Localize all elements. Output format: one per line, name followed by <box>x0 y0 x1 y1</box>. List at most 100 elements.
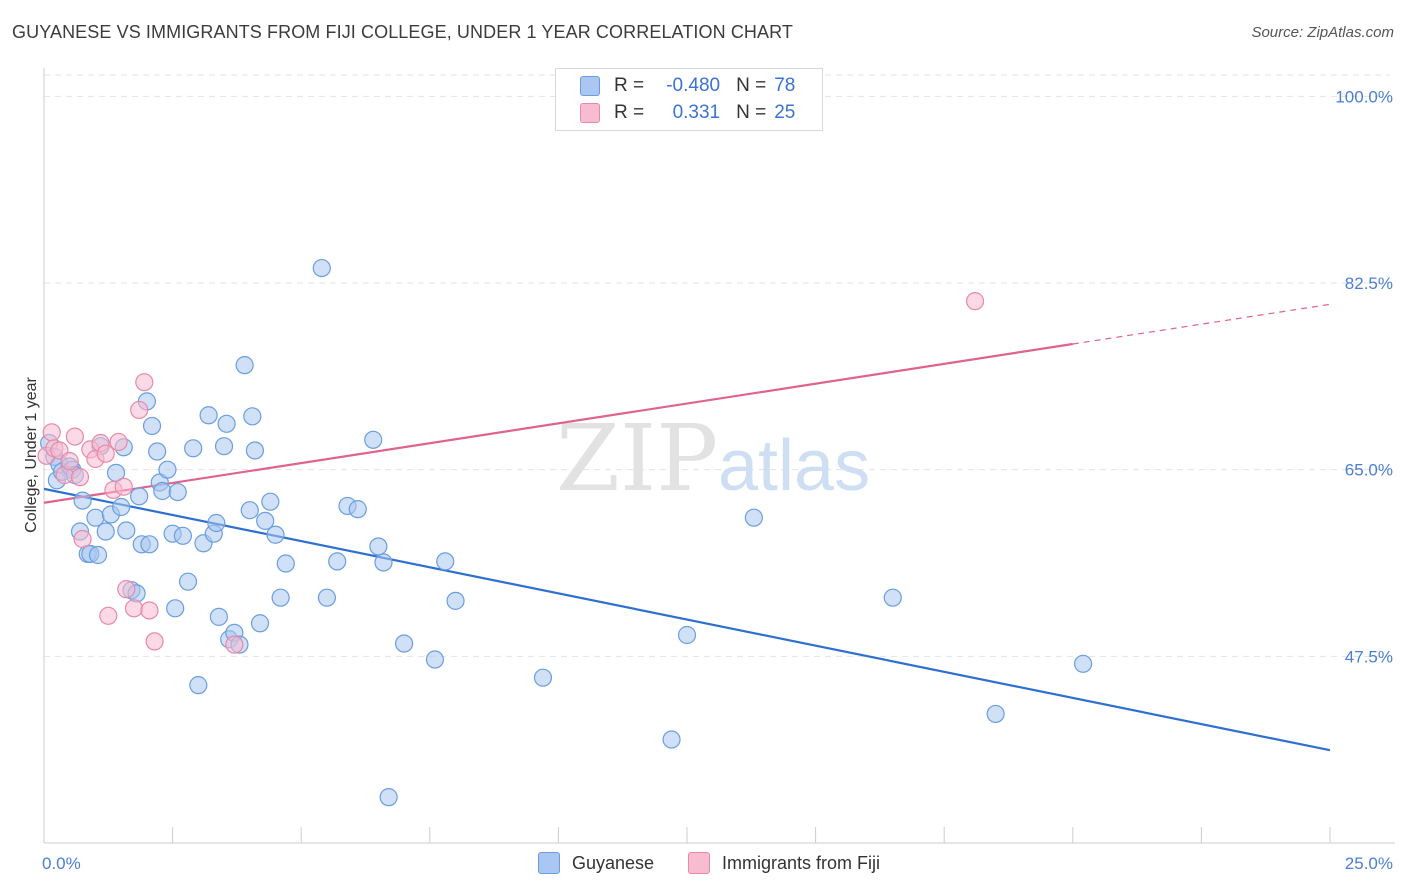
chart-title: GUYANESE VS IMMIGRANTS FROM FIJI COLLEGE… <box>12 22 793 42</box>
x-tick-label: 25.0% <box>1345 854 1393 873</box>
point-guyanese <box>73 491 92 510</box>
point-fiji <box>965 292 985 311</box>
legend-swatch-fiji <box>580 103 600 123</box>
point-guyanese <box>142 416 162 436</box>
point-fiji <box>109 432 128 452</box>
y-axis-label: College, Under 1 year <box>23 377 40 533</box>
point-guyanese <box>88 545 108 565</box>
legend-label-guyanese: Guyanese <box>572 852 655 873</box>
point-guyanese <box>533 668 553 687</box>
stats-legend: R = -0.480 N = 78 R = 0.331 N = 25 <box>555 68 823 131</box>
point-guyanese <box>379 788 398 807</box>
point-guyanese <box>883 588 902 607</box>
point-fiji <box>60 452 79 471</box>
legend-label-fiji: Immigrants from Fiji <box>722 852 881 873</box>
watermark: ZIP atlas <box>556 405 870 512</box>
point-fiji <box>99 606 118 625</box>
point-guyanese <box>328 552 347 571</box>
point-guyanese <box>364 430 383 449</box>
watermark-zip: ZIP <box>556 405 718 512</box>
point-guyanese <box>184 439 203 458</box>
r-label: R = <box>614 75 645 96</box>
point-fiji <box>96 444 115 463</box>
legend-swatch-fiji <box>688 852 710 874</box>
legend-item-fiji[interactable]: Immigrants from Fiji <box>688 852 880 874</box>
point-guyanese <box>168 482 187 502</box>
point-guyanese <box>199 406 218 425</box>
point-fiji <box>65 427 84 446</box>
point-guyanese <box>1073 654 1093 673</box>
point-guyanese <box>348 500 367 519</box>
y-tick-label: 65.0% <box>1345 461 1393 480</box>
stats-row-guyanese: R = -0.480 N = 78 <box>580 74 795 98</box>
point-guyanese <box>240 501 259 520</box>
point-guyanese <box>214 437 234 456</box>
point-guyanese <box>96 522 115 541</box>
point-guyanese <box>130 487 149 506</box>
point-guyanese <box>425 650 445 669</box>
legend-item-guyanese[interactable]: Guyanese <box>538 852 654 874</box>
point-fiji <box>70 468 90 487</box>
x-tick-label: 0.0% <box>42 854 81 873</box>
point-guyanese <box>374 553 393 572</box>
point-guyanese <box>173 526 192 545</box>
point-guyanese <box>153 481 172 501</box>
point-guyanese <box>369 537 388 556</box>
point-guyanese <box>158 460 177 479</box>
trend-lines <box>43 303 1331 752</box>
data-points <box>37 258 1093 807</box>
r-label: R = <box>614 102 645 123</box>
point-fiji <box>225 635 244 654</box>
trendline-fiji <box>43 342 1073 504</box>
point-guyanese <box>217 414 236 433</box>
point-guyanese <box>276 554 295 573</box>
point-guyanese <box>677 625 697 645</box>
point-guyanese <box>256 511 275 530</box>
watermark-atlas: atlas <box>718 426 870 506</box>
n-value: 25 <box>774 102 796 123</box>
point-guyanese <box>436 552 455 571</box>
point-guyanese <box>662 730 681 749</box>
r-value: 0.331 <box>672 102 721 123</box>
point-guyanese <box>744 508 763 527</box>
point-fiji <box>114 477 133 496</box>
trendline-fiji-extension <box>1072 303 1331 345</box>
legend-swatch-guyanese <box>538 852 560 874</box>
point-fiji <box>73 529 92 549</box>
point-guyanese <box>189 676 208 695</box>
point-fiji <box>145 632 164 651</box>
point-guyanese <box>245 441 265 460</box>
series-legend: Guyanese Immigrants from Fiji <box>0 852 1406 878</box>
point-guyanese <box>986 704 1005 724</box>
r-value: -0.480 <box>666 75 721 96</box>
point-guyanese <box>235 356 254 375</box>
point-fiji <box>124 599 144 618</box>
point-guyanese <box>394 634 414 653</box>
point-guyanese <box>266 525 285 544</box>
legend-swatch-guyanese <box>580 76 600 96</box>
point-guyanese <box>209 607 228 626</box>
point-fiji <box>140 601 159 620</box>
y-tick-label: 100.0% <box>1335 87 1393 106</box>
source-credit: Source: ZipAtlas.com <box>1251 24 1394 41</box>
y-tick-label: 82.5% <box>1345 274 1393 293</box>
y-tick-label: 47.5% <box>1345 647 1393 666</box>
stats-row-fiji: R = 0.331 N = 25 <box>580 101 795 125</box>
n-label: N = <box>736 75 767 96</box>
point-fiji <box>117 580 136 599</box>
point-guyanese <box>117 521 136 540</box>
point-guyanese <box>312 258 331 278</box>
point-fiji <box>130 400 149 420</box>
point-guyanese <box>148 442 167 461</box>
point-guyanese <box>261 492 280 511</box>
point-guyanese <box>112 497 131 517</box>
point-guyanese <box>317 588 337 607</box>
point-fiji <box>135 373 154 392</box>
trendline-guyanese <box>43 487 1331 752</box>
point-guyanese <box>250 614 270 633</box>
point-guyanese <box>207 513 226 533</box>
point-guyanese <box>243 407 262 426</box>
point-guyanese <box>271 588 290 607</box>
point-guyanese <box>140 535 159 554</box>
